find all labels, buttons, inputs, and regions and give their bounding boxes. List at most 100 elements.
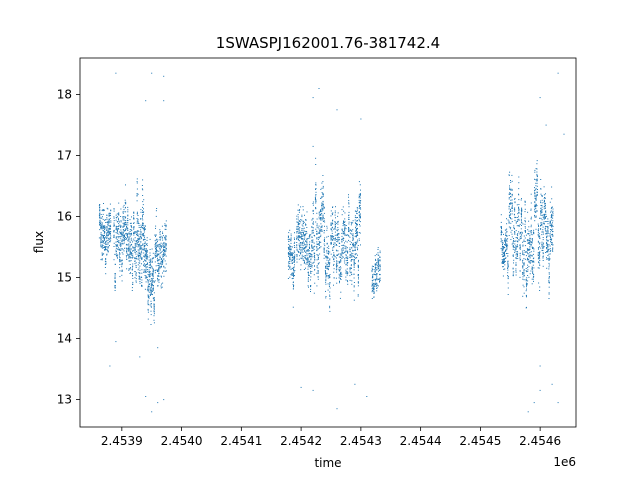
data-point — [524, 201, 526, 203]
data-point — [525, 251, 527, 253]
data-point — [162, 262, 163, 264]
data-point — [539, 217, 540, 219]
data-point — [146, 254, 148, 256]
data-point — [326, 259, 328, 261]
data-point — [315, 164, 317, 165]
data-point — [500, 221, 502, 223]
data-point — [341, 245, 343, 246]
data-point — [297, 235, 299, 237]
data-point — [548, 292, 550, 294]
data-point — [536, 178, 538, 180]
data-point — [542, 243, 544, 245]
data-point — [514, 241, 516, 242]
data-point — [119, 252, 120, 254]
data-point — [551, 186, 553, 188]
data-point — [304, 261, 305, 263]
data-point — [328, 247, 330, 249]
data-point — [153, 311, 155, 313]
data-point — [510, 202, 512, 204]
data-point — [316, 238, 318, 240]
data-point — [509, 203, 511, 204]
data-point — [304, 234, 306, 235]
data-point — [515, 222, 517, 224]
data-point — [338, 275, 340, 277]
data-point — [507, 219, 509, 221]
data-point — [126, 250, 128, 252]
data-point — [116, 226, 117, 228]
data-point — [550, 210, 552, 212]
data-point — [288, 261, 290, 263]
data-point — [504, 255, 505, 257]
data-point — [132, 246, 134, 248]
data-point — [541, 244, 543, 246]
data-point — [119, 255, 120, 257]
data-point — [144, 269, 146, 271]
data-point — [127, 253, 129, 255]
data-point — [327, 257, 329, 259]
data-point — [108, 214, 110, 216]
data-point — [353, 282, 355, 283]
data-point — [290, 252, 292, 254]
data-point — [551, 206, 553, 208]
data-point — [550, 241, 552, 243]
data-point — [165, 236, 167, 238]
data-point — [327, 268, 329, 270]
data-point — [500, 230, 502, 232]
data-point — [316, 232, 318, 234]
data-point — [162, 272, 163, 274]
data-point — [515, 265, 517, 266]
data-point — [551, 214, 553, 216]
data-point — [517, 258, 519, 259]
data-point — [356, 207, 358, 208]
data-point — [153, 319, 155, 321]
data-point — [315, 194, 317, 195]
data-point — [317, 238, 319, 240]
data-point — [374, 285, 376, 287]
data-point — [352, 238, 354, 240]
data-point — [546, 237, 547, 239]
data-point — [535, 212, 537, 213]
data-point — [320, 228, 322, 230]
data-point — [145, 396, 147, 397]
data-point — [153, 297, 155, 299]
data-point — [115, 341, 117, 343]
data-point — [135, 278, 137, 280]
data-point — [296, 221, 298, 223]
data-point — [141, 269, 143, 271]
data-point — [533, 274, 535, 275]
data-point — [335, 226, 336, 228]
data-point — [289, 238, 290, 240]
data-point — [302, 259, 304, 261]
data-point — [158, 244, 160, 246]
data-point — [144, 238, 146, 240]
data-point — [118, 240, 120, 242]
data-point — [136, 230, 138, 232]
data-point — [99, 220, 101, 222]
data-point — [126, 248, 128, 250]
data-point — [357, 227, 358, 229]
data-point — [316, 266, 318, 268]
data-point — [104, 239, 105, 241]
data-point — [350, 229, 352, 231]
data-point — [517, 219, 519, 221]
data-point — [142, 225, 143, 226]
data-point — [511, 193, 513, 195]
data-point — [306, 242, 308, 244]
data-point — [328, 250, 329, 252]
data-point — [110, 221, 112, 223]
data-point — [157, 265, 159, 266]
data-point — [157, 285, 159, 287]
data-point — [150, 285, 152, 287]
data-point — [114, 285, 116, 287]
data-point — [536, 173, 538, 175]
data-point — [373, 274, 375, 275]
data-point — [143, 249, 145, 251]
data-point — [518, 211, 520, 213]
data-point — [518, 231, 520, 233]
data-point — [345, 260, 347, 262]
data-point — [116, 257, 118, 259]
data-point — [164, 255, 166, 257]
data-point — [105, 241, 107, 243]
data-point — [158, 279, 160, 281]
data-point — [144, 288, 146, 290]
